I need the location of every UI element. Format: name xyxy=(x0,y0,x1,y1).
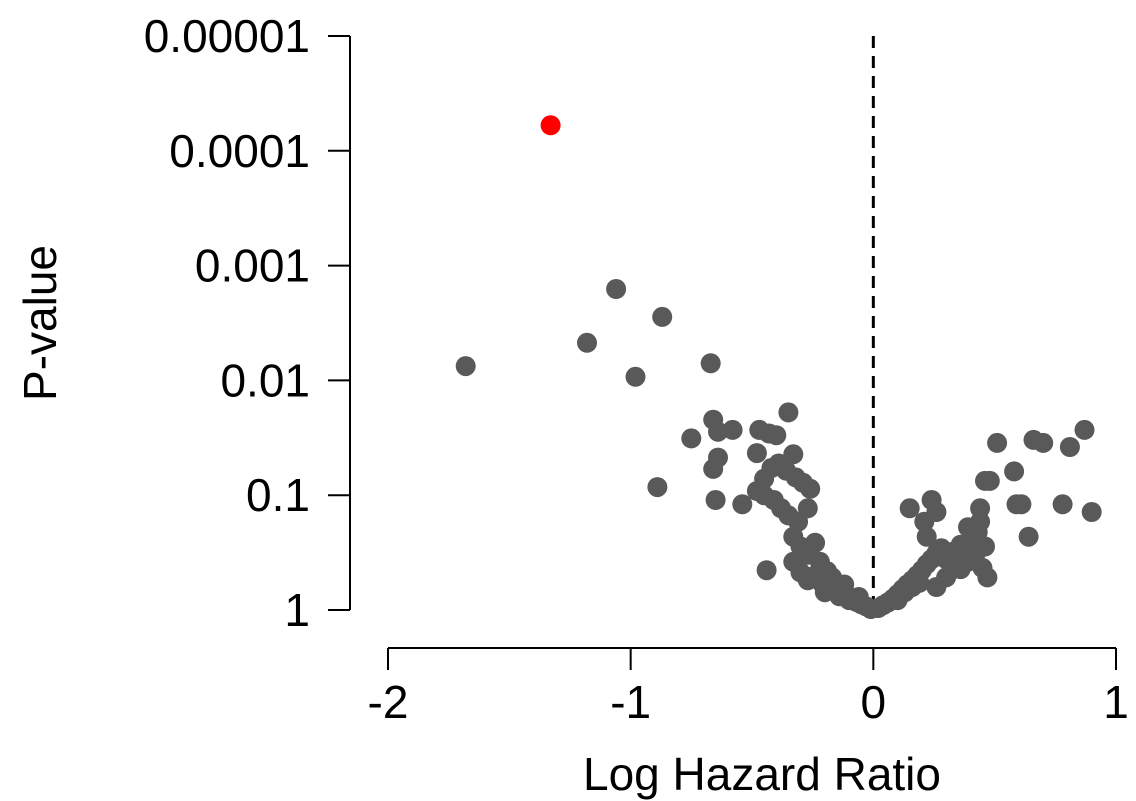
data-point xyxy=(1033,432,1054,453)
data-point xyxy=(1004,461,1025,482)
data-point xyxy=(705,490,726,510)
data-point xyxy=(732,494,753,515)
data-point xyxy=(1059,437,1080,457)
y-tick-label: 0.00001 xyxy=(144,10,310,62)
data-point xyxy=(914,511,935,532)
data-points xyxy=(455,115,1102,619)
data-point xyxy=(909,572,930,593)
data-point xyxy=(848,587,869,607)
data-point xyxy=(722,419,743,440)
data-point xyxy=(1052,494,1073,515)
data-point xyxy=(783,444,804,465)
data-point xyxy=(926,577,947,597)
data-point xyxy=(756,560,777,581)
y-tick-label: 0.001 xyxy=(195,240,310,292)
y-tick-label: 1 xyxy=(284,584,310,636)
y-tick-label: 0.0001 xyxy=(169,125,310,177)
y-tick-label: 0.01 xyxy=(220,354,310,406)
data-point xyxy=(960,530,981,551)
y-tick-label: 0.1 xyxy=(246,469,310,521)
data-point xyxy=(970,498,991,519)
data-point xyxy=(778,402,799,423)
data-point xyxy=(977,567,998,588)
data-point xyxy=(647,477,668,498)
data-point xyxy=(1011,494,1032,515)
data-point xyxy=(606,279,627,299)
data-point xyxy=(625,366,646,387)
data-point xyxy=(987,432,1008,453)
data-point xyxy=(708,421,728,442)
data-point xyxy=(708,447,728,468)
data-point xyxy=(681,428,702,449)
data-point xyxy=(1081,502,1102,522)
data-point xyxy=(1074,419,1095,440)
x-tick-label: 1 xyxy=(1103,676,1129,728)
highlight-point xyxy=(540,115,561,136)
data-point xyxy=(652,306,673,327)
data-point xyxy=(800,478,821,499)
data-point xyxy=(746,443,767,464)
data-point xyxy=(797,498,818,519)
x-axis: -2 -1 0 1 xyxy=(368,647,1129,728)
data-point xyxy=(1018,526,1039,547)
data-point xyxy=(943,559,964,580)
data-point xyxy=(700,353,721,374)
data-point xyxy=(766,425,787,446)
x-axis-title: Log Hazard Ratio xyxy=(583,748,941,800)
data-point xyxy=(805,532,826,553)
data-point xyxy=(455,356,476,377)
data-point xyxy=(916,526,937,547)
x-tick-label: -1 xyxy=(610,676,651,728)
y-axis-title: P-value xyxy=(14,245,66,401)
data-point xyxy=(979,470,1000,491)
y-axis: 1 0.1 0.01 0.001 0.0001 0.00001 xyxy=(144,10,351,636)
x-tick-label: 0 xyxy=(861,676,887,728)
data-point xyxy=(834,574,855,595)
x-tick-label: -2 xyxy=(368,676,409,728)
data-point xyxy=(899,498,920,519)
data-point xyxy=(577,332,597,353)
